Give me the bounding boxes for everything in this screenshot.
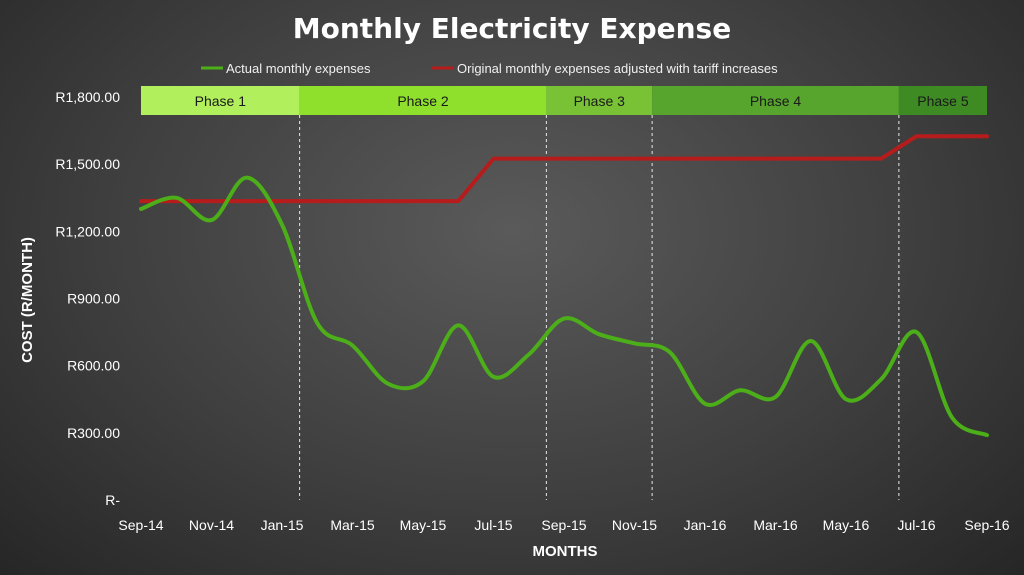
y-axis-title: COST (R/MONTH) <box>19 237 36 363</box>
legend-label-original: Original monthly expenses adjusted with … <box>457 61 778 76</box>
chart-title: Monthly Electricity Expense <box>293 12 731 45</box>
y-tick-label: R600.00 <box>67 358 120 374</box>
legend-label-actual: Actual monthly expenses <box>226 61 371 76</box>
phase-3-band <box>546 86 653 115</box>
legend: Actual monthly expenses Original monthly… <box>201 61 778 76</box>
x-tick-label: Mar-15 <box>330 517 375 533</box>
phase-4-label: Phase 4 <box>750 93 802 109</box>
x-tick-label: Sep-15 <box>541 517 586 533</box>
y-tick-label: R300.00 <box>67 425 120 441</box>
phase-1-band <box>141 86 300 115</box>
phase-3-label: Phase 3 <box>574 93 626 109</box>
phase-2-label: Phase 2 <box>397 93 449 109</box>
x-tick-label: Mar-16 <box>753 517 798 533</box>
series-line-original <box>139 134 989 204</box>
x-tick-label: Sep-16 <box>964 517 1009 533</box>
x-tick-label: Nov-14 <box>189 517 234 533</box>
x-tick-label: May-15 <box>400 517 447 533</box>
phase-5-band <box>898 86 987 115</box>
y-tick-label: R- <box>105 492 120 508</box>
y-tick-label: R1,800.00 <box>55 89 120 105</box>
phase-1-label: Phase 1 <box>195 93 247 109</box>
x-tick-label: Sep-14 <box>118 517 163 533</box>
phase-2-band <box>299 86 547 115</box>
x-axis: Sep-14 Nov-14 Jan-15 Mar-15 May-15 Jul-15 Sep-… <box>118 517 1009 533</box>
phase-dividers <box>299 115 900 500</box>
y-tick-label: R1,500.00 <box>55 156 120 172</box>
x-tick-label: Jan-16 <box>684 517 727 533</box>
phase-5-label: Phase 5 <box>917 93 969 109</box>
x-tick-label: Jan-15 <box>261 517 304 533</box>
y-axis: R- R300.00 R600.00 R900.00 R1,200.00 R1,500.0… <box>55 89 120 508</box>
series-lines <box>139 134 989 438</box>
phase-bands: Phase 1 Phase 2 Phase 3 Phase 4 Phase 5 <box>141 86 987 115</box>
phase-4-band <box>652 86 899 115</box>
y-tick-label: R1,200.00 <box>55 223 120 239</box>
y-tick-label: R900.00 <box>67 291 120 307</box>
x-axis-title: MONTHS <box>533 543 598 560</box>
x-tick-label: May-16 <box>823 517 870 533</box>
x-tick-label: Jul-16 <box>897 517 935 533</box>
series-line-actual <box>139 175 989 438</box>
x-tick-label: Nov-15 <box>612 517 657 533</box>
x-tick-label: Jul-15 <box>474 517 512 533</box>
